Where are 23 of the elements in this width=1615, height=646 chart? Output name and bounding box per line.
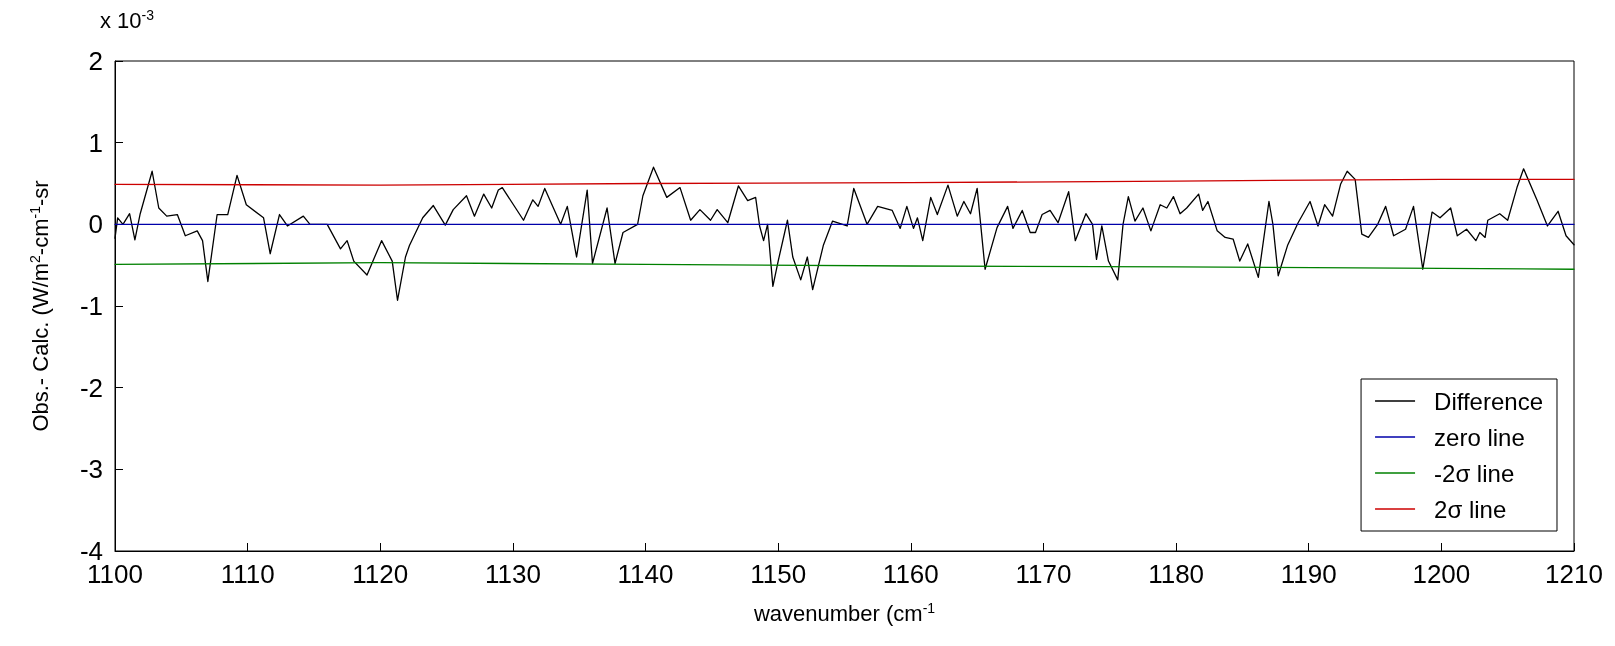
x-tick-label: 1210	[1545, 559, 1603, 589]
x-tick-label: 1200	[1412, 559, 1471, 589]
legend-label: zero line	[1434, 423, 1525, 451]
x-tick-label: 1170	[1015, 559, 1072, 589]
legend-label: 2σ line	[1434, 495, 1507, 523]
y-tick-label: 1	[88, 127, 103, 158]
legend-label: -2σ line	[1434, 459, 1515, 487]
x-tick-label: 1150	[750, 559, 807, 589]
x-tick-label: 1110	[220, 559, 275, 589]
y-tick-label: -1	[79, 291, 103, 321]
x-tick-label: 1180	[1148, 559, 1205, 589]
legend-label: Difference	[1434, 387, 1543, 415]
x-tick-label: 1140	[617, 559, 674, 589]
y-axis-title: Obs.- Calc. (W/m2-cm-1-sr	[27, 180, 53, 432]
y-tick-label: -2	[79, 372, 103, 403]
x-tick-label: 1120	[352, 559, 409, 589]
x-tick-label: 1160	[882, 559, 939, 589]
y-tick-label: -3	[79, 454, 103, 485]
y-tick-label: 0	[88, 209, 103, 240]
line-series	[114, 262, 1575, 270]
x-tick-label: 1130	[484, 559, 541, 589]
y-tick-label: 2	[88, 46, 103, 76]
x-tick-label: 1190	[1280, 559, 1337, 589]
